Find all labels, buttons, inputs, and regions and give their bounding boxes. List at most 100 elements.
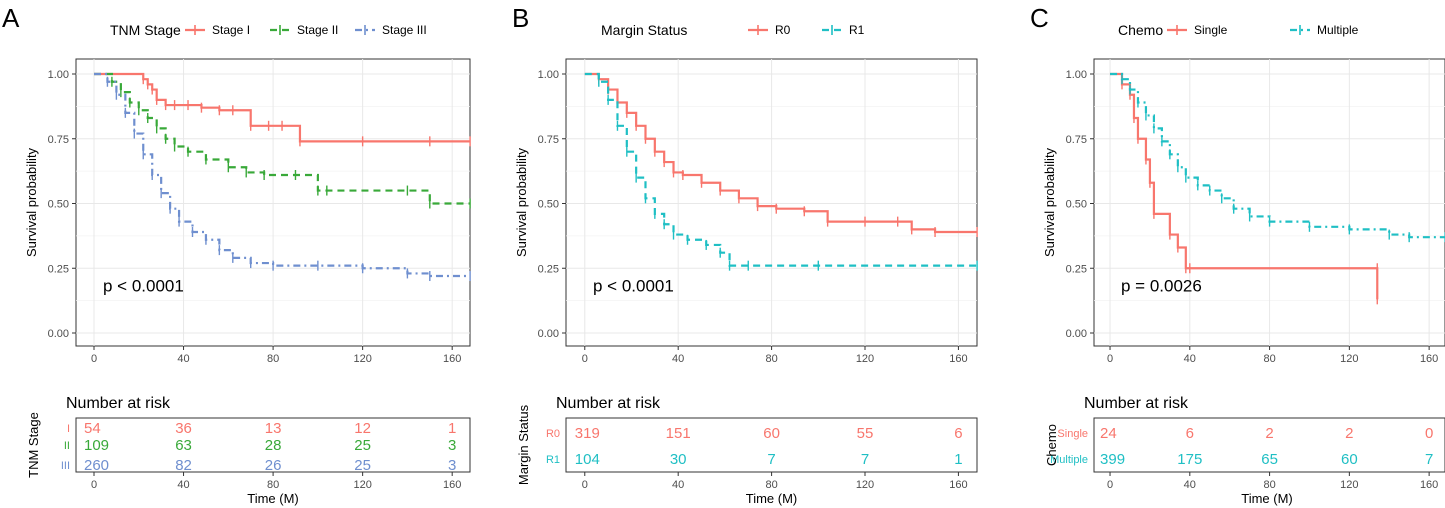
y-tick-label: 0.50 xyxy=(538,199,559,211)
y-tick-label: 1.00 xyxy=(1066,69,1087,81)
x-axis-title: Time (M) xyxy=(746,491,798,506)
risk-count: 3 xyxy=(448,457,456,474)
y-tick-label: 0.25 xyxy=(48,263,69,275)
risk-count: 12 xyxy=(354,420,371,437)
risk-count: 2 xyxy=(1345,425,1353,442)
risk-x-tick-label: 80 xyxy=(765,479,777,491)
risk-group-label: R0 xyxy=(546,428,560,440)
y-tick-label: 0.50 xyxy=(1066,199,1087,211)
x-tick-label: 160 xyxy=(949,353,967,365)
risk-x-tick-label: 40 xyxy=(1184,479,1196,491)
risk-table-title: Number at risk xyxy=(66,395,171,412)
x-tick-label: 80 xyxy=(1263,353,1275,365)
y-tick-label: 1.00 xyxy=(538,69,559,81)
x-tick-label: 160 xyxy=(443,353,461,365)
y-tick-label: 0.75 xyxy=(48,134,69,146)
risk-x-tick-label: 80 xyxy=(1263,479,1275,491)
panel-b: B Margin Status R0 R1 0.00 0.25 0.50 0.75 1.00 0 4… xyxy=(512,3,978,506)
risk-count: 109 xyxy=(84,437,109,454)
x-axis-title: Time (M) xyxy=(247,491,299,506)
risk-count: 399 xyxy=(1100,451,1125,468)
x-tick-label: 0 xyxy=(91,353,97,365)
risk-count: 26 xyxy=(265,457,282,474)
risk-count: 7 xyxy=(1425,451,1433,468)
x-axis-title: Time (M) xyxy=(1241,491,1293,506)
legend-label: Single xyxy=(1194,23,1228,37)
risk-count: 175 xyxy=(1177,451,1202,468)
risk-table-title: Number at risk xyxy=(556,395,661,412)
y-tick-label: 0.75 xyxy=(1066,134,1087,146)
risk-count: 3 xyxy=(448,437,456,454)
x-tick-label: 120 xyxy=(856,353,874,365)
risk-count: 6 xyxy=(954,425,962,442)
y-tick-label: 0.25 xyxy=(1066,263,1087,275)
legend-label: Stage I xyxy=(212,23,250,37)
risk-group-label: R1 xyxy=(546,454,560,466)
risk-group-label: Single xyxy=(1057,428,1088,440)
y-tick-label: 0.00 xyxy=(48,328,69,340)
risk-x-tick-label: 40 xyxy=(672,479,684,491)
risk-count: 25 xyxy=(354,457,371,474)
risk-axis-title: Margin Status xyxy=(516,404,531,485)
risk-table-title: Number at risk xyxy=(1084,395,1189,412)
legend-label: Multiple xyxy=(1317,23,1359,37)
risk-count: 28 xyxy=(265,437,282,454)
risk-count: 319 xyxy=(575,425,600,442)
y-axis-title: Survival probability xyxy=(1042,147,1057,257)
risk-x-tick-label: 120 xyxy=(353,479,371,491)
y-axis-title: Survival probability xyxy=(514,147,529,257)
risk-count: 151 xyxy=(666,425,691,442)
km-curve-stage-iii xyxy=(94,72,471,278)
risk-group-label: I xyxy=(67,423,70,435)
p-value: p < 0.0001 xyxy=(593,277,674,296)
risk-count: 13 xyxy=(265,420,282,437)
x-tick-label: 0 xyxy=(1107,353,1113,365)
risk-count: 55 xyxy=(857,425,874,442)
risk-count: 0 xyxy=(1425,425,1433,442)
x-tick-label: 40 xyxy=(672,353,684,365)
risk-count: 7 xyxy=(861,451,869,468)
risk-group-label: II xyxy=(64,440,70,452)
panel-a: A TNM Stage Stage I Stage II Stage III 0.00 0.… xyxy=(2,3,471,506)
risk-x-tick-label: 0 xyxy=(1107,479,1113,491)
risk-count: 60 xyxy=(1341,451,1358,468)
risk-count: 24 xyxy=(1100,425,1117,442)
x-tick-label: 80 xyxy=(267,353,279,365)
y-axis-title: Survival probability xyxy=(24,147,39,257)
risk-count: 54 xyxy=(84,420,101,437)
risk-count: 1 xyxy=(448,420,456,437)
risk-count: 260 xyxy=(84,457,109,474)
panel-letter: C xyxy=(1030,3,1049,33)
risk-count: 6 xyxy=(1186,425,1194,442)
risk-count: 63 xyxy=(175,437,192,454)
risk-x-tick-label: 120 xyxy=(1340,479,1358,491)
panel-letter: A xyxy=(2,3,20,33)
risk-count: 7 xyxy=(767,451,775,468)
legend-title: Chemo xyxy=(1118,22,1163,38)
risk-count: 1 xyxy=(954,451,962,468)
p-value: p < 0.0001 xyxy=(103,277,184,296)
risk-group-label: Multiple xyxy=(1050,454,1088,466)
x-tick-label: 120 xyxy=(353,353,371,365)
y-tick-label: 0.50 xyxy=(48,199,69,211)
risk-x-tick-label: 0 xyxy=(582,479,588,491)
x-tick-label: 40 xyxy=(1184,353,1196,365)
y-tick-label: 0.00 xyxy=(1066,328,1087,340)
risk-x-tick-label: 120 xyxy=(856,479,874,491)
risk-count: 82 xyxy=(175,457,192,474)
panel-letter: B xyxy=(512,3,529,33)
y-tick-label: 1.00 xyxy=(48,69,69,81)
x-tick-label: 80 xyxy=(765,353,777,365)
x-tick-label: 40 xyxy=(177,353,189,365)
risk-axis-title: TNM Stage xyxy=(26,412,41,478)
legend-title: Margin Status xyxy=(601,22,687,38)
legend-label: R1 xyxy=(849,23,865,37)
risk-x-tick-label: 160 xyxy=(949,479,967,491)
x-tick-label: 160 xyxy=(1420,353,1438,365)
risk-x-tick-label: 80 xyxy=(267,479,279,491)
risk-count: 60 xyxy=(763,425,780,442)
x-tick-label: 120 xyxy=(1340,353,1358,365)
y-tick-label: 0.00 xyxy=(538,328,559,340)
risk-count: 30 xyxy=(670,451,687,468)
